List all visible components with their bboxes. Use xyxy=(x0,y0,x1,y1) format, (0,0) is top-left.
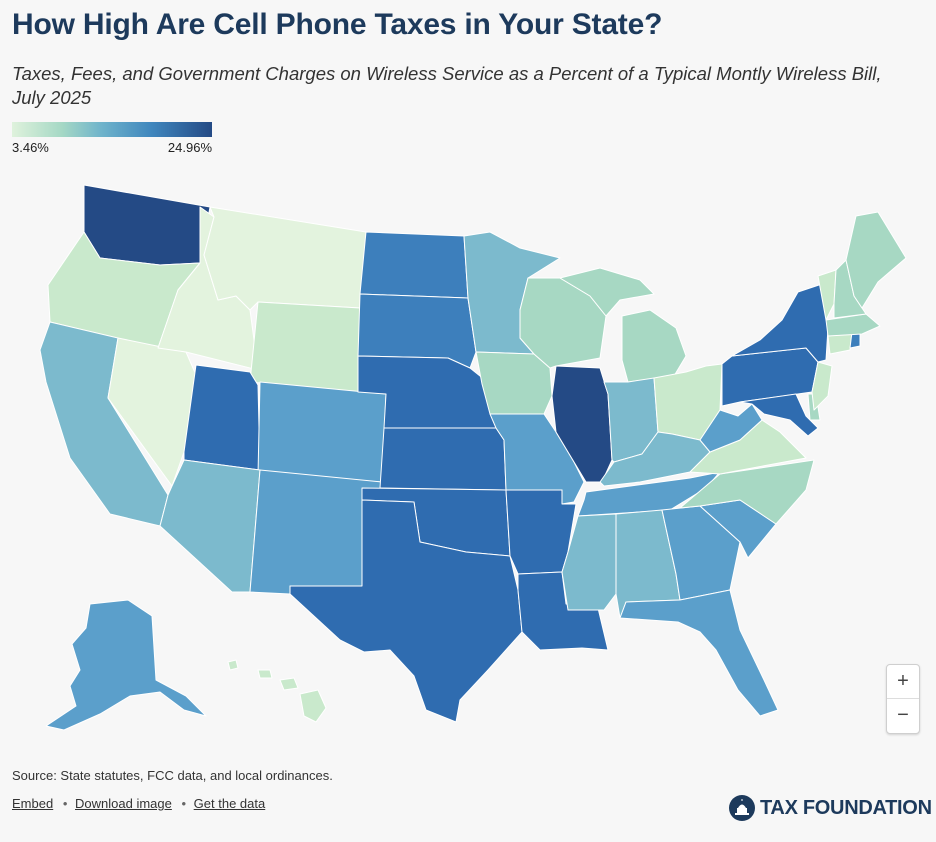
state-north-carolina[interactable] xyxy=(679,459,815,525)
legend-min-label: 3.46% xyxy=(12,140,49,155)
state-new-jersey[interactable] xyxy=(811,361,833,411)
state-montana[interactable] xyxy=(203,206,367,311)
state-missouri[interactable] xyxy=(489,413,585,505)
state-wisconsin[interactable] xyxy=(519,277,607,369)
brand-name: TAX FOUNDATION xyxy=(760,796,932,819)
state-louisiana[interactable] xyxy=(517,571,609,651)
zoom-out-button[interactable]: − xyxy=(897,704,909,726)
zoom-in-button[interactable]: + xyxy=(887,665,919,699)
state-maryland[interactable] xyxy=(739,393,819,437)
source-note: Source: State statutes, FCC data, and lo… xyxy=(12,768,333,783)
state-florida[interactable] xyxy=(619,589,779,717)
embed-link[interactable]: Embed xyxy=(12,796,54,811)
state-kansas[interactable] xyxy=(379,427,507,491)
state-iowa[interactable] xyxy=(475,351,553,415)
state-new-york[interactable] xyxy=(731,283,829,363)
state-hawaii[interactable] xyxy=(227,659,327,723)
state-michigan[interactable] xyxy=(621,309,687,383)
color-legend: 3.46% 24.96% xyxy=(12,122,212,157)
map-subtitle: Taxes, Fees, and Government Charges on W… xyxy=(12,63,882,108)
tax-foundation-logo[interactable]: TAX FOUNDATION xyxy=(728,794,932,822)
get-data-link[interactable]: Get the data xyxy=(193,796,266,811)
state-west-virginia[interactable] xyxy=(699,403,763,453)
state-maine[interactable] xyxy=(845,211,907,309)
download-image-link[interactable]: Download image xyxy=(75,796,172,811)
state-north-dakota[interactable] xyxy=(359,231,469,299)
state-illinois[interactable] xyxy=(551,365,613,483)
zoom-controls: + − xyxy=(886,664,920,734)
legend-max-label: 24.96% xyxy=(167,140,212,155)
state-utah[interactable] xyxy=(183,364,261,471)
link-separator: • xyxy=(62,796,68,811)
state-arizona[interactable] xyxy=(159,459,261,593)
map-title: How High Are Cell Phone Taxes in Your St… xyxy=(12,8,663,41)
link-separator: • xyxy=(181,796,187,811)
state-wyoming[interactable] xyxy=(249,301,361,393)
capitol-dome-icon xyxy=(729,795,755,821)
state-washington[interactable] xyxy=(83,184,211,266)
us-choropleth-map[interactable] xyxy=(0,170,936,760)
state-colorado[interactable] xyxy=(257,381,387,483)
state-michigan-up[interactable] xyxy=(559,267,655,317)
legend-gradient xyxy=(12,122,212,137)
state-texas[interactable] xyxy=(289,499,523,723)
footer-links: Embed • Download image • Get the data xyxy=(12,796,265,811)
state-tennessee[interactable] xyxy=(577,471,721,517)
state-alaska[interactable] xyxy=(45,599,207,731)
